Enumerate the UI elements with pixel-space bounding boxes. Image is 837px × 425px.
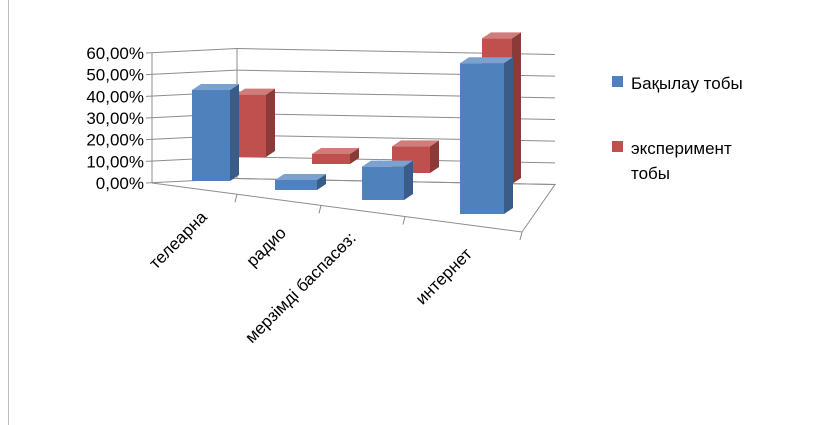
- x-category-label: радио: [243, 223, 290, 270]
- bar-bakylau-2-top: [362, 160, 413, 167]
- legend-swatch-experiment: [612, 141, 623, 152]
- bar-experiment-1-side: [350, 148, 359, 164]
- bar-bakylau-1: [275, 174, 326, 190]
- x-tick-mark: [318, 205, 322, 214]
- bar-bakylau-3-side: [504, 57, 513, 215]
- gridline-side: [145, 69, 238, 76]
- bar-experiment-0-top: [236, 88, 275, 95]
- legend-label-experiment: эксперимент тобы: [631, 139, 732, 183]
- bar-experiment-3-side: [512, 32, 521, 185]
- x-tick-mark: [234, 194, 238, 203]
- bar-experiment-0-side: [266, 88, 275, 157]
- bar-bakylau-3-top: [460, 57, 513, 64]
- legend-label-bakylau: Бақылау тобы: [631, 74, 743, 93]
- bar-bakylau-3-front: [460, 63, 504, 215]
- y-tick-label: 10,00%: [86, 152, 144, 171]
- bar-experiment-1-top: [312, 148, 359, 154]
- y-tick-label: 60,00%: [86, 44, 144, 63]
- bar-experiment-1: [312, 148, 359, 164]
- x-tick-mark: [402, 216, 406, 225]
- legend-swatch-bakylau: [612, 76, 623, 87]
- y-tick-label: 0,00%: [96, 174, 144, 193]
- bar-experiment-0-front: [236, 94, 266, 157]
- bar-experiment-2-top: [392, 140, 439, 147]
- bar-bakylau-2-front: [362, 166, 404, 200]
- x-category-label: интернет: [412, 244, 476, 308]
- chart-frame: [8, 0, 835, 425]
- y-tick-label: 50,00%: [86, 66, 144, 85]
- bar-bakylau-1-top: [275, 174, 326, 180]
- bar-experiment-3-top: [482, 32, 521, 39]
- x-tick-mark: [519, 231, 523, 241]
- x-category-label: телеарна: [145, 207, 211, 273]
- y-tick-label: 40,00%: [86, 87, 144, 106]
- bar-bakylau-0: [192, 84, 239, 181]
- bar-bakylau-0-front: [192, 90, 230, 181]
- bar-bakylau-3: [460, 57, 513, 215]
- bars: [192, 32, 521, 215]
- bar-experiment-1-front: [312, 154, 350, 164]
- y-tick-label: 30,00%: [86, 109, 144, 128]
- bar-bakylau-0-top: [192, 84, 239, 90]
- bar-bakylau-1-side: [317, 174, 326, 190]
- y-axis-ticks: 0,00% 10,00% 20,00% 30,00% 40,00% 50,00% 60,00…: [86, 44, 144, 193]
- bar-bakylau-1-front: [275, 180, 317, 190]
- bar-experiment-2-side: [430, 140, 439, 173]
- gridline-side: [145, 48, 238, 54]
- bar-bakylau-2: [362, 160, 413, 200]
- y-tick-label: 20,00%: [86, 131, 144, 150]
- bar-experiment-0: [236, 88, 275, 157]
- legend: Бақылау тобы эксперимент тобы: [612, 74, 743, 183]
- bar-bakylau-0-side: [230, 84, 239, 181]
- bar-bakylau-2-side: [404, 160, 413, 200]
